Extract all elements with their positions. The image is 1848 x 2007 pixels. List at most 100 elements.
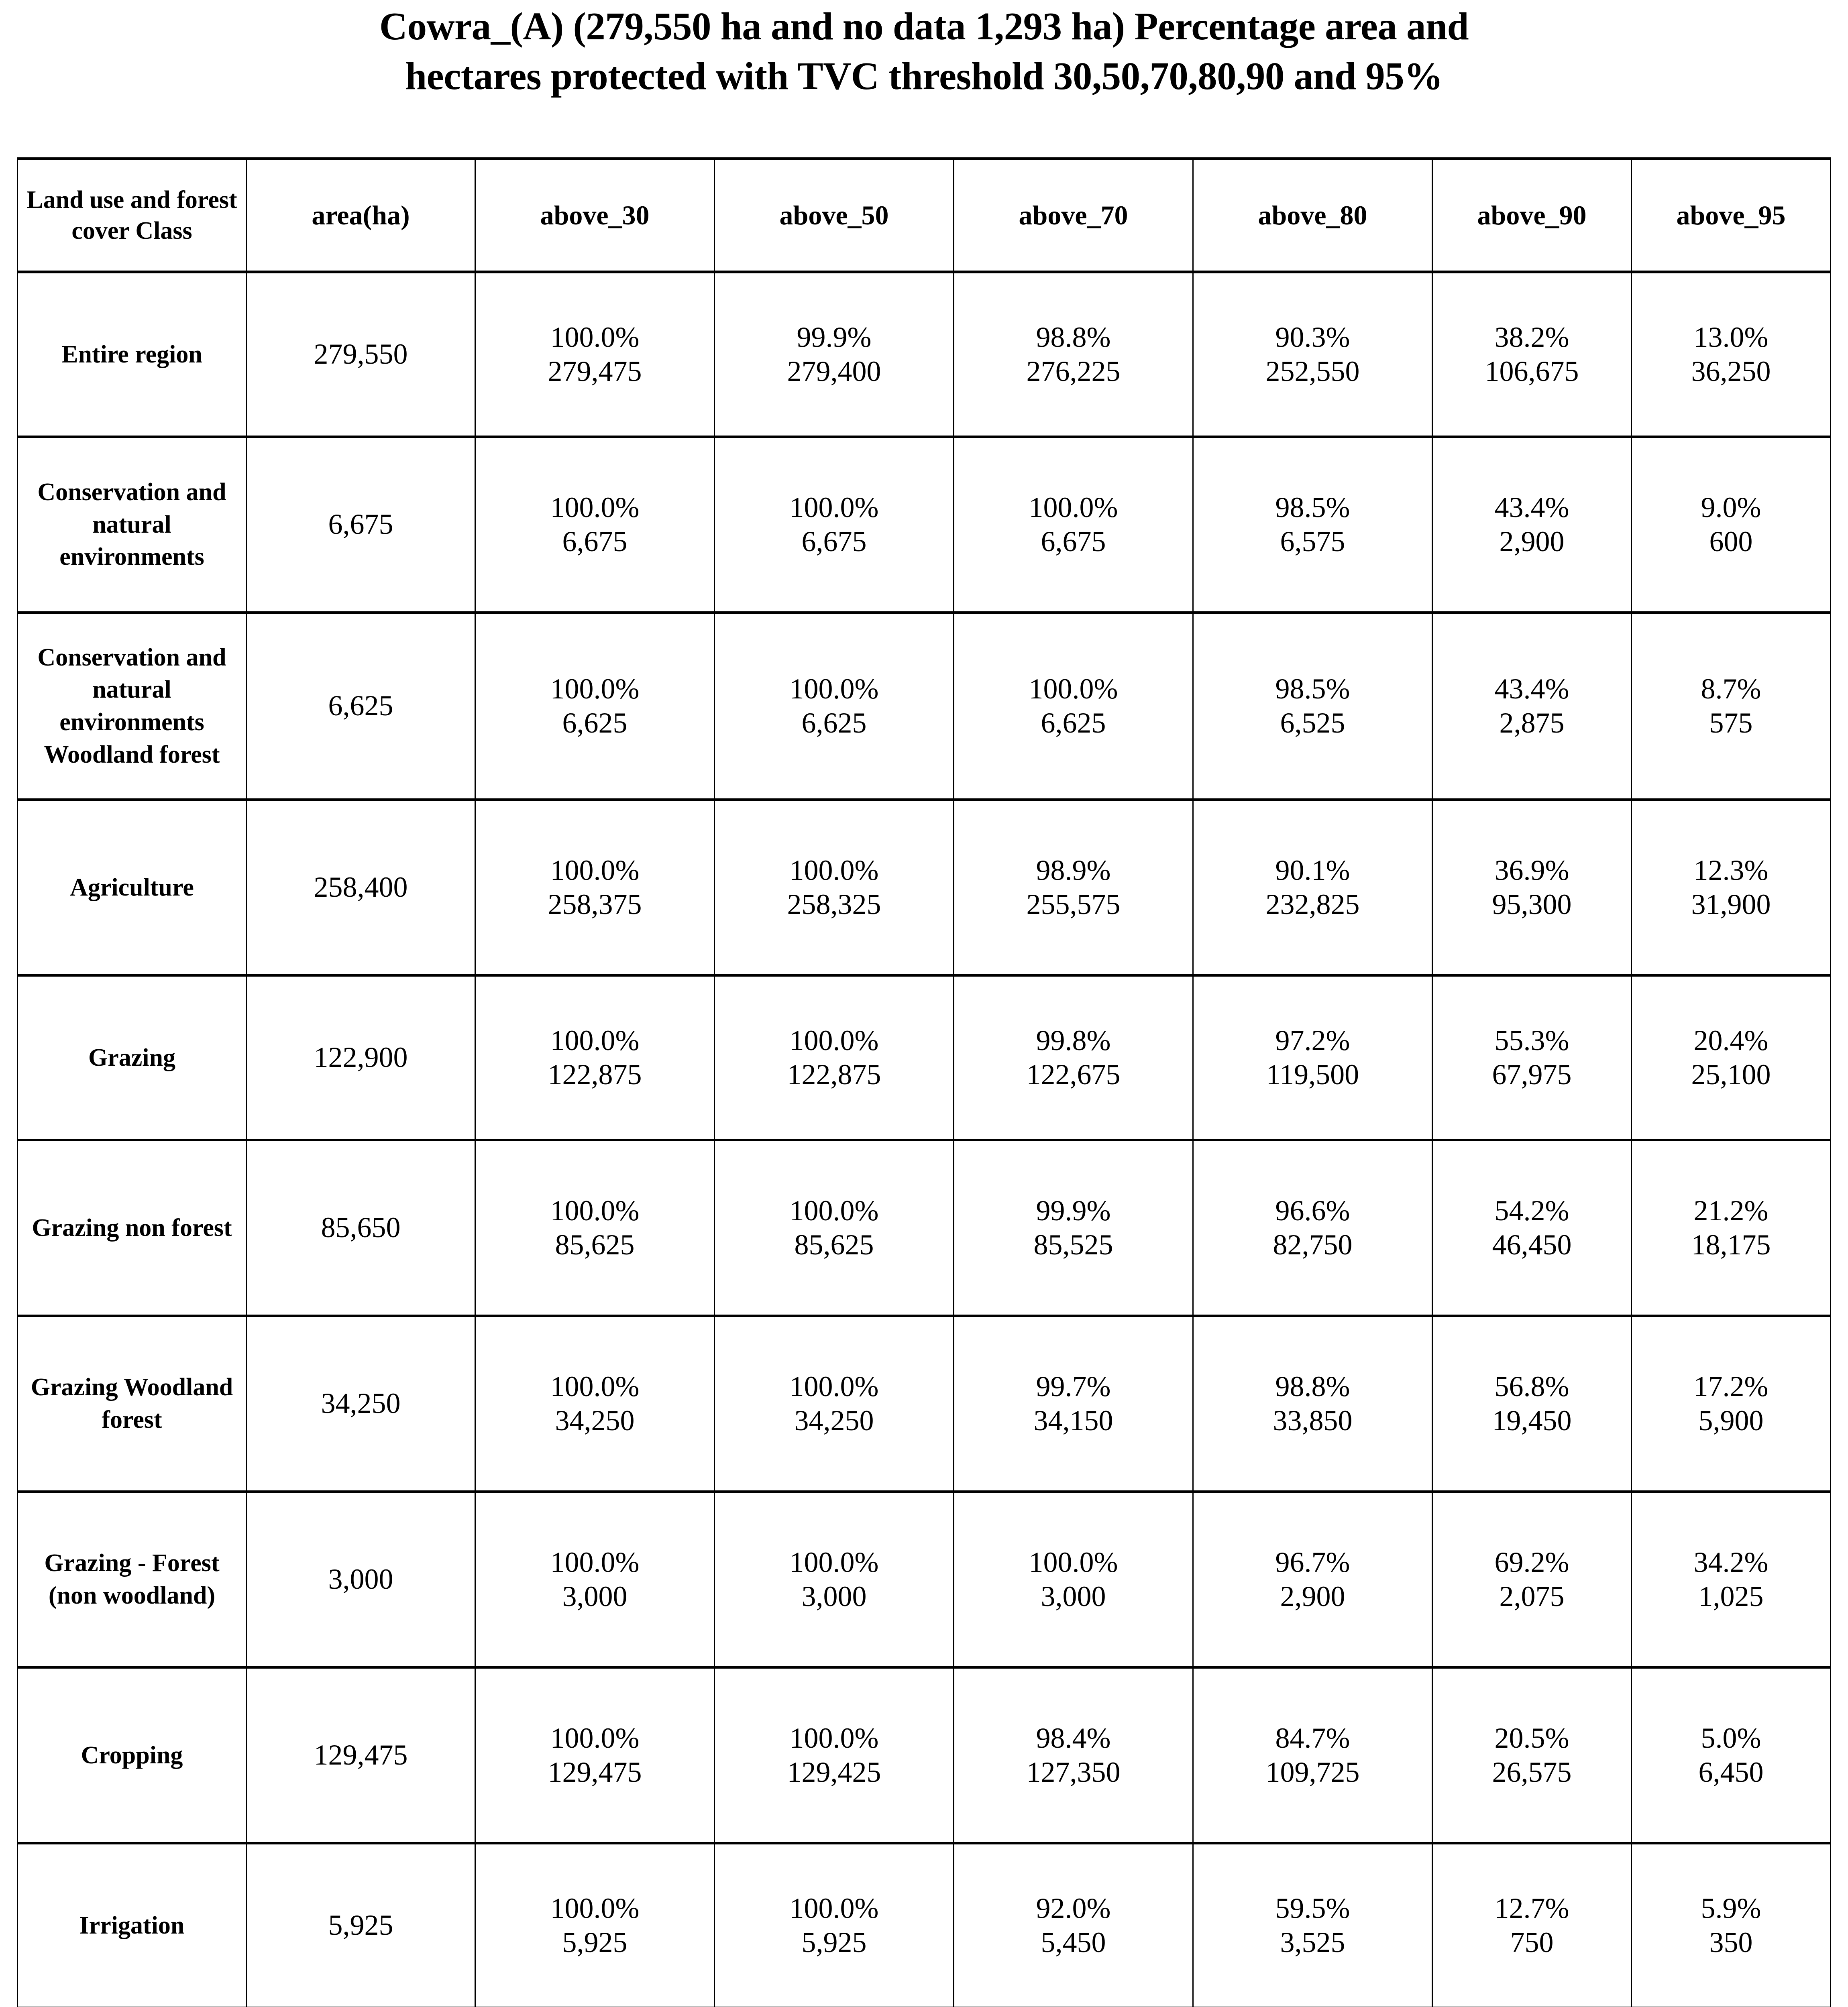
page-title-line-1: Cowra_(A) (279,550 ha and no data 1,293 … <box>379 5 1469 48</box>
cell-hectares: 575 <box>1709 707 1753 739</box>
cell-threshold-value: 98.8% 33,850 <box>1192 1315 1433 1493</box>
cell-area-ha: 5,925 <box>246 1842 476 2007</box>
cell-threshold-value: 8.7% 575 <box>1631 611 1831 801</box>
table-row: Conservation and natural environments 6,6… <box>17 436 1831 614</box>
cell-hectares: 5,450 <box>1041 1926 1106 1958</box>
cell-threshold-value: 38.2% 106,675 <box>1432 271 1632 438</box>
cell-hectares: 33,850 <box>1273 1404 1353 1437</box>
row-label: Grazing non forest <box>17 1139 247 1317</box>
cell-percent: 59.5% <box>1275 1892 1350 1925</box>
cell-percent: 98.8% <box>1275 1370 1350 1403</box>
cell-percent: 12.3% <box>1693 854 1769 887</box>
cell-hectares: 5,900 <box>1698 1404 1764 1437</box>
table-row: Grazing 122,900 100.0% 122,875 100.0% 122,875… <box>17 974 1831 1141</box>
cell-threshold-value: 17.2% 5,900 <box>1631 1315 1831 1493</box>
cell-threshold-value: 99.7% 34,150 <box>953 1315 1194 1493</box>
cell-threshold-value: 100.0% 3,000 <box>475 1490 715 1669</box>
cell-threshold-value: 100.0% 122,875 <box>714 974 954 1141</box>
cell-hectares: 6,625 <box>801 707 867 739</box>
table-container: Land use and forest cover Class area(ha)… <box>17 157 1831 2007</box>
table-row: Agriculture 258,400 100.0% 258,375 100.0% 258… <box>17 798 1831 977</box>
cell-percent: 90.3% <box>1275 321 1350 354</box>
column-header-area: area(ha) <box>246 157 476 273</box>
cell-threshold-value: 100.0% 122,875 <box>475 974 715 1141</box>
cell-threshold-value: 100.0% 6,675 <box>953 436 1194 614</box>
cell-hectares: 258,325 <box>787 888 881 920</box>
cell-percent: 9.0% <box>1701 491 1761 524</box>
cell-threshold-value: 98.8% 276,225 <box>953 271 1194 438</box>
cell-threshold-value: 34.2% 1,025 <box>1631 1490 1831 1669</box>
cell-percent: 100.0% <box>550 1370 640 1403</box>
cell-hectares: 85,525 <box>1033 1229 1113 1261</box>
cell-percent: 98.5% <box>1275 491 1350 524</box>
cell-percent: 100.0% <box>550 1195 640 1227</box>
cell-threshold-value: 43.4% 2,875 <box>1432 611 1632 801</box>
cell-percent: 20.4% <box>1693 1024 1769 1057</box>
cell-hectares: 34,250 <box>794 1404 874 1437</box>
cell-hectares: 279,400 <box>787 355 881 387</box>
cell-threshold-value: 100.0% 5,925 <box>475 1842 715 2007</box>
page-title: Cowra_(A) (279,550 ha and no data 1,293 … <box>0 0 1848 101</box>
row-label: Grazing - Forest (non woodland) <box>17 1490 247 1669</box>
cell-percent: 98.8% <box>1036 321 1111 354</box>
cell-hectares: 600 <box>1709 525 1753 558</box>
cell-percent: 100.0% <box>789 854 879 887</box>
cell-threshold-value: 100.0% 279,475 <box>475 271 715 438</box>
cell-area-ha: 129,475 <box>246 1666 476 1844</box>
cell-area-ha: 258,400 <box>246 798 476 977</box>
cell-hectares: 252,550 <box>1265 355 1360 387</box>
cell-hectares: 119,500 <box>1266 1058 1359 1091</box>
cell-hectares: 2,900 <box>1499 525 1565 558</box>
cell-percent: 55.3% <box>1494 1024 1569 1057</box>
cell-hectares: 31,900 <box>1691 888 1771 920</box>
cell-hectares: 6,625 <box>1041 707 1106 739</box>
cell-percent: 100.0% <box>550 491 640 524</box>
cell-percent: 96.7% <box>1275 1546 1350 1579</box>
cell-percent: 100.0% <box>550 1024 640 1057</box>
cell-percent: 12.7% <box>1494 1892 1569 1925</box>
cell-threshold-value: 98.9% 255,575 <box>953 798 1194 977</box>
column-header-above-70: above_70 <box>953 157 1194 273</box>
cell-hectares: 5,925 <box>801 1926 867 1958</box>
cell-threshold-value: 98.4% 127,350 <box>953 1666 1194 1844</box>
cell-threshold-value: 56.8% 19,450 <box>1432 1315 1632 1493</box>
cell-hectares: 34,250 <box>555 1404 635 1437</box>
table-row: Irrigation 5,925 100.0% 5,925 100.0% 5,925 92.… <box>17 1842 1831 2007</box>
cell-threshold-value: 100.0% 6,625 <box>714 611 954 801</box>
cell-area-ha: 6,675 <box>246 436 476 614</box>
cell-threshold-value: 100.0% 6,625 <box>475 611 715 801</box>
cell-threshold-value: 100.0% 85,625 <box>714 1139 954 1317</box>
table-row: Grazing non forest 85,650 100.0% 85,625 100.… <box>17 1139 1831 1317</box>
cell-threshold-value: 99.8% 122,675 <box>953 974 1194 1141</box>
cell-percent: 100.0% <box>789 1195 879 1227</box>
cell-threshold-value: 54.2% 46,450 <box>1432 1139 1632 1317</box>
cell-hectares: 750 <box>1510 1926 1554 1958</box>
cell-hectares: 95,300 <box>1492 888 1572 920</box>
cell-threshold-value: 96.6% 82,750 <box>1192 1139 1433 1317</box>
cell-area-ha: 6,625 <box>246 611 476 801</box>
cell-hectares: 19,450 <box>1492 1404 1572 1437</box>
cell-hectares: 350 <box>1709 1926 1753 1958</box>
cell-hectares: 2,875 <box>1499 707 1565 739</box>
cell-threshold-value: 100.0% 258,375 <box>475 798 715 977</box>
cell-threshold-value: 100.0% 85,625 <box>475 1139 715 1317</box>
cell-hectares: 5,925 <box>562 1926 628 1958</box>
cell-area-ha: 34,250 <box>246 1315 476 1493</box>
row-label: Grazing <box>17 974 247 1141</box>
cell-percent: 20.5% <box>1494 1722 1569 1755</box>
table-row: Entire region 279,550 100.0% 279,475 99.9% 27… <box>17 271 1831 438</box>
cell-percent: 43.4% <box>1494 673 1569 705</box>
cell-percent: 100.0% <box>1029 673 1118 705</box>
cell-percent: 100.0% <box>550 1546 640 1579</box>
cell-hectares: 276,225 <box>1026 355 1121 387</box>
cell-percent: 100.0% <box>550 673 640 705</box>
column-header-above-80: above_80 <box>1192 157 1433 273</box>
cell-percent: 5.9% <box>1701 1892 1761 1925</box>
cell-threshold-value: 55.3% 67,975 <box>1432 974 1632 1141</box>
cell-percent: 17.2% <box>1693 1370 1769 1403</box>
cell-threshold-value: 100.0% 258,325 <box>714 798 954 977</box>
cell-percent: 100.0% <box>550 1892 640 1925</box>
cell-percent: 100.0% <box>789 1024 879 1057</box>
cell-threshold-value: 98.5% 6,525 <box>1192 611 1433 801</box>
